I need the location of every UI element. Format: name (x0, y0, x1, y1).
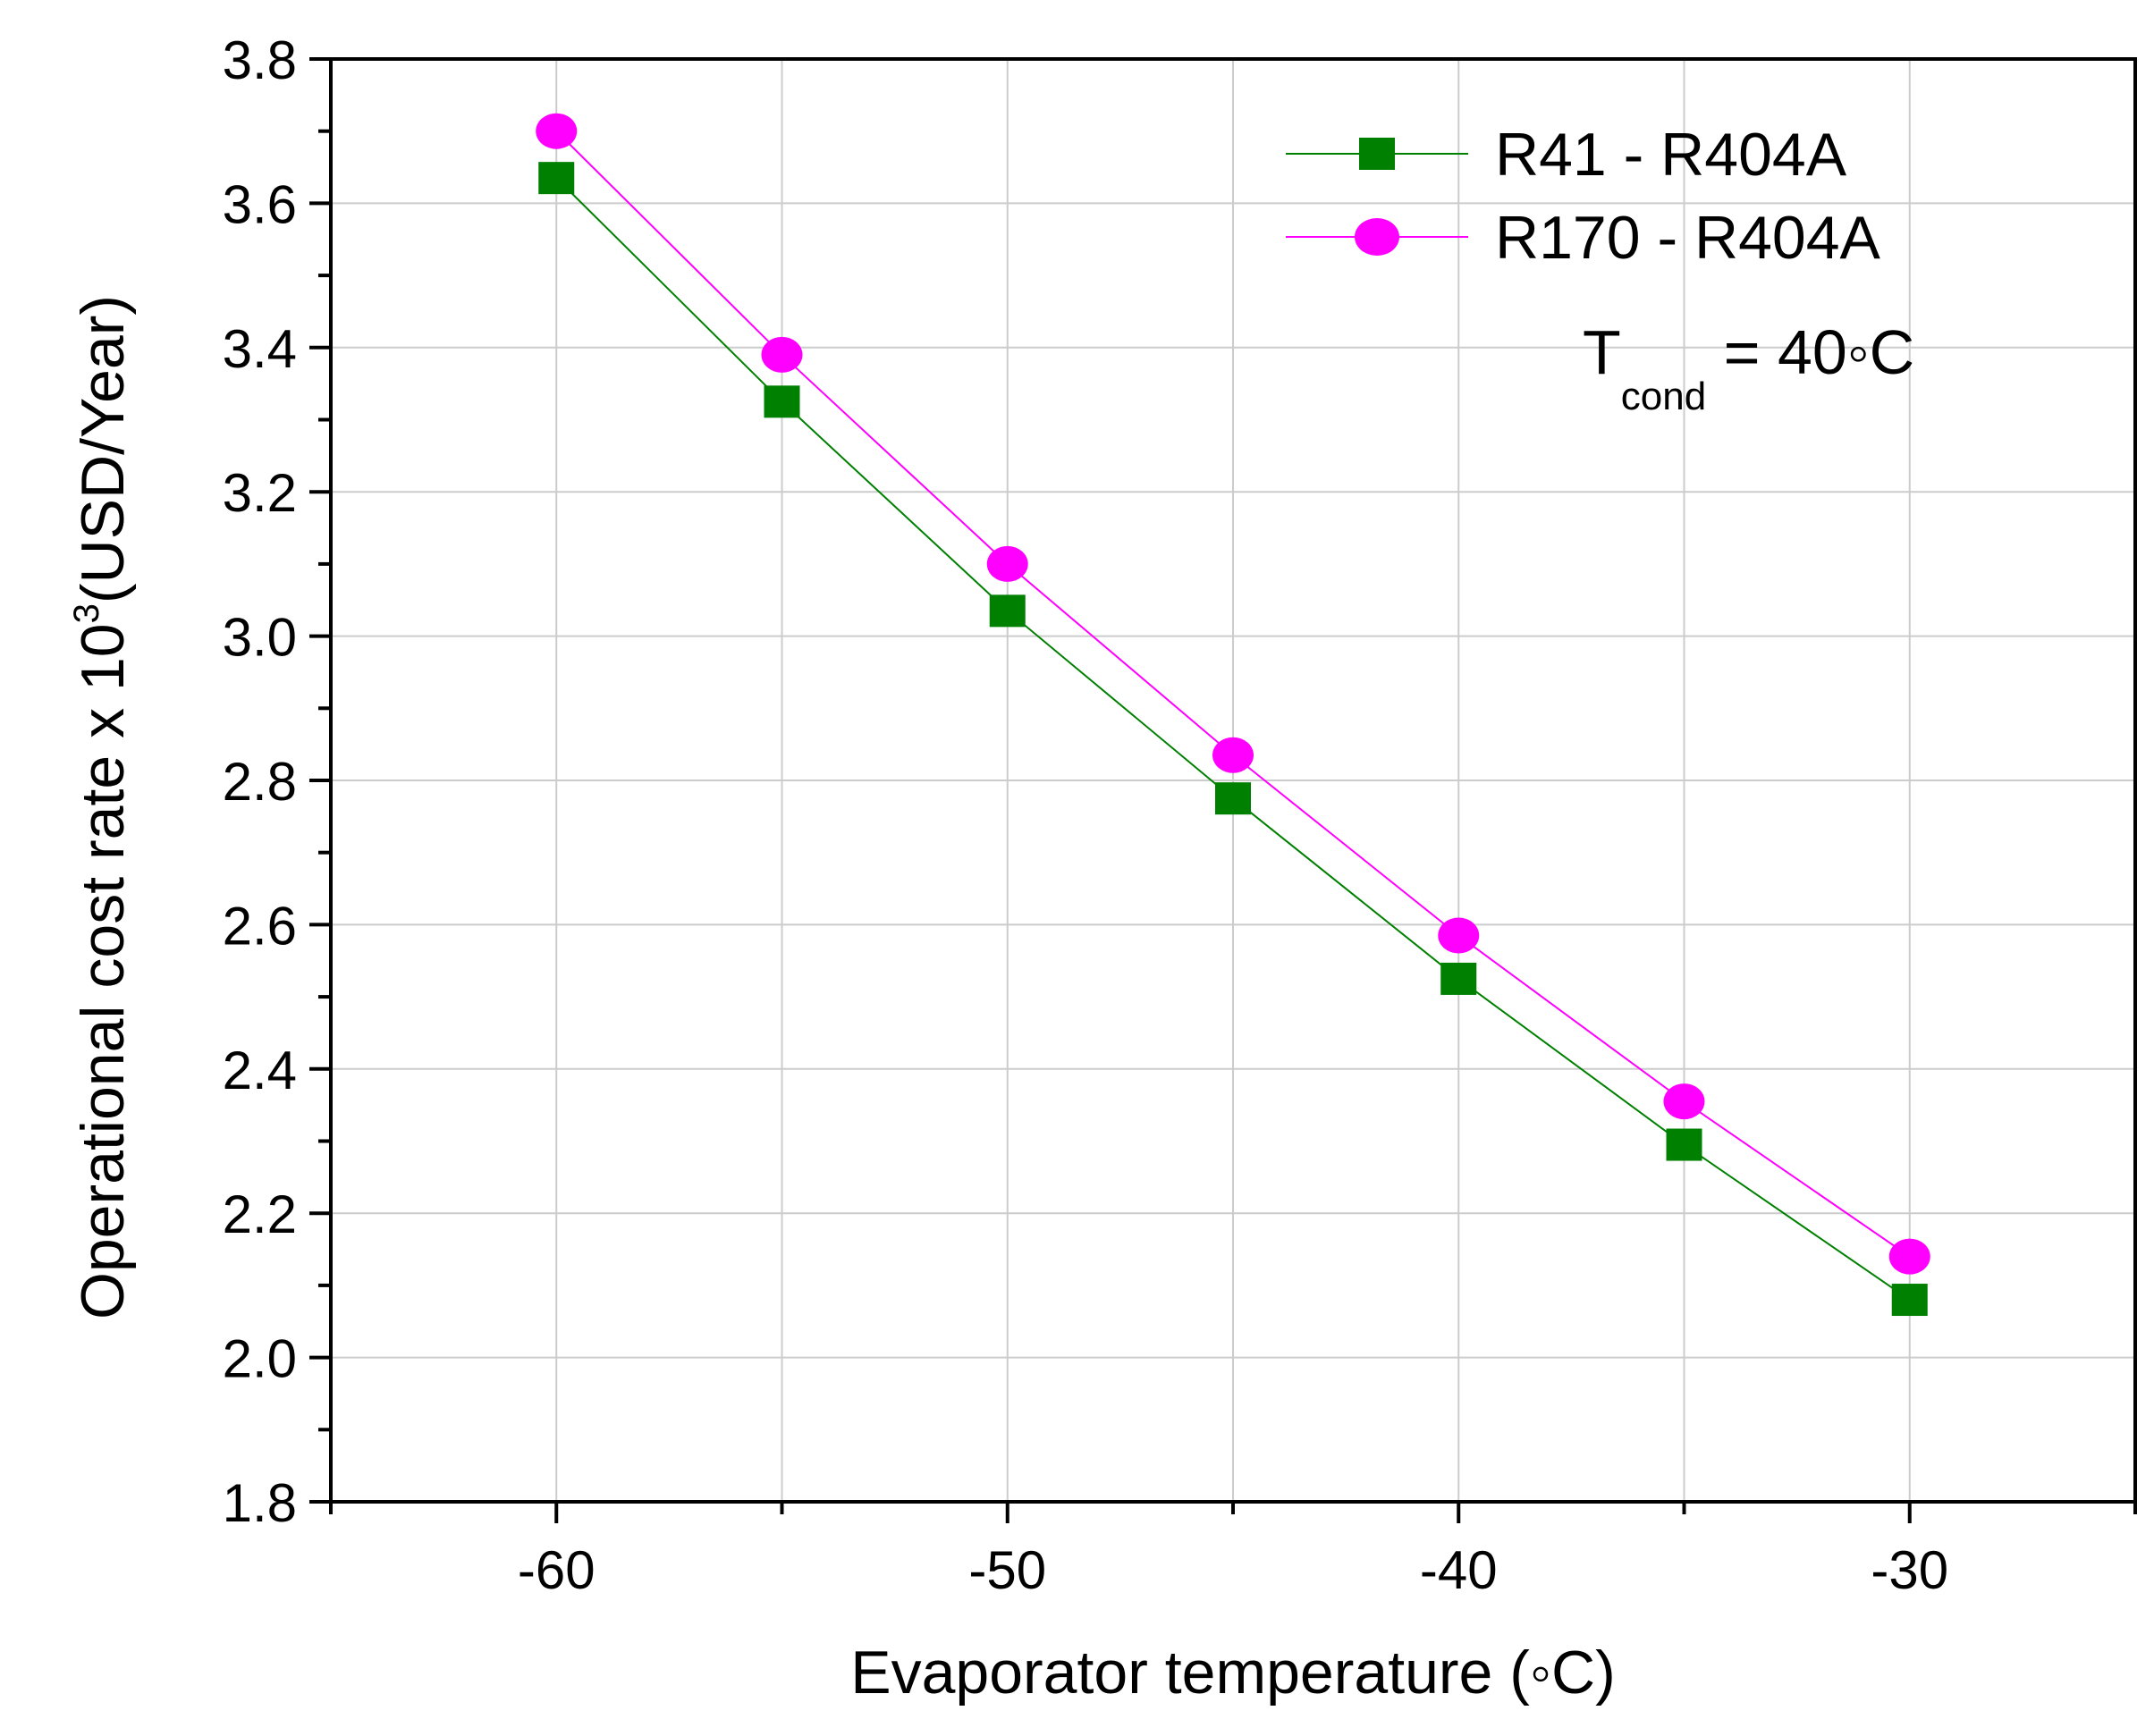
data-point-square (1666, 1128, 1702, 1161)
x-axis-title: Evaporator temperature (◦C) (850, 1639, 1616, 1707)
legend-label: R170 - R404A (1495, 204, 1881, 272)
y-tick-label: 2.8 (223, 752, 297, 812)
legend-marker-circle (1355, 218, 1399, 256)
legend-item-1: R41 - R404A (1286, 121, 1847, 189)
data-point-circle (986, 545, 1028, 582)
data-point-square (764, 385, 800, 418)
data-point-circle (1212, 737, 1254, 773)
data-point-circle (1888, 1238, 1930, 1275)
y-tick-label: 2.4 (223, 1041, 297, 1100)
x-tick-label: -50 (968, 1540, 1046, 1600)
series-1 (538, 162, 1928, 1317)
data-point-square (538, 162, 575, 195)
y-tick-label: 3.2 (223, 463, 297, 523)
y-tick-label: 3.0 (223, 608, 297, 668)
x-tick-label: -40 (1420, 1540, 1498, 1600)
annotation-subscript: cond (1621, 375, 1706, 418)
axes: -60 -50 -40 -30 1.8 2.0 2.2 2.4 2.6 2.8 3.0 3.2 3.4 3… (223, 30, 2137, 1600)
y-tick-label: 3.6 (223, 174, 297, 234)
y-tick-label: 2.0 (223, 1329, 297, 1389)
annotation-prefix: T (1583, 317, 1621, 387)
y-tick-label: 3.4 (223, 319, 297, 379)
data-point-square (1891, 1284, 1928, 1317)
legend-label: R41 - R404A (1495, 121, 1847, 189)
data-point-square (1215, 782, 1251, 815)
y-axis-title-superscript: 3 (67, 603, 106, 623)
y-axis-title-unit: (USD/Year) (69, 295, 137, 603)
y-axis-title: Operational cost rate x 103(USD/Year) (67, 295, 137, 1319)
y-tick-label: 2.2 (223, 1184, 297, 1244)
data-point-square (1440, 962, 1477, 995)
y-axis-title-main: Operational cost rate x 10 (69, 623, 137, 1319)
series-2 (536, 113, 1930, 1275)
condenser-temperature-annotation: Tcond = 40◦C (1583, 317, 1914, 418)
legend-item-2: R170 - R404A (1286, 204, 1881, 272)
data-point-circle (1663, 1083, 1705, 1120)
legend: R41 - R404A R170 - R404A (1286, 121, 1881, 272)
legend-marker-square (1359, 138, 1395, 170)
data-point-circle (1438, 917, 1480, 954)
data-point-square (989, 594, 1026, 628)
annotation-suffix: = 40◦C (1706, 317, 1914, 387)
data-point-circle (536, 113, 578, 149)
series-layer (536, 113, 1930, 1317)
y-tick-label: 3.8 (223, 30, 297, 90)
y-tick-label: 2.6 (223, 896, 297, 956)
x-tick-label: -30 (1871, 1540, 1948, 1600)
x-tick-label: -60 (518, 1540, 596, 1600)
data-point-circle (761, 336, 803, 373)
y-tick-label: 1.8 (223, 1473, 297, 1533)
